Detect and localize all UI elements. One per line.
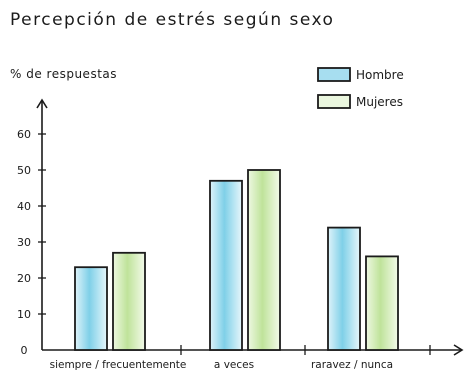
y-tick-label: 40 [17, 200, 31, 213]
y-tick-label: 20 [17, 272, 31, 285]
bars [74, 169, 399, 351]
y-tick-label: 0 [21, 344, 28, 357]
y-tick-label: 50 [17, 164, 31, 177]
x-tick-label: a veces [214, 359, 254, 371]
bar-mujeres-3 [365, 255, 399, 351]
y-tick-label: 10 [17, 308, 31, 321]
x-axis-tick-labels: siempre / frecuentemente a veces raravez /… [50, 359, 393, 371]
bar-mujeres-1 [112, 251, 146, 351]
x-axis-arrow [453, 344, 464, 356]
bar-hombre-2 [209, 179, 243, 351]
y-axis-ticks: 0 10 20 30 40 50 60 [17, 128, 46, 357]
legend-swatch [317, 94, 351, 109]
y-axis-label: % de respuestas [10, 67, 117, 81]
x-tick-label: raravez / nunca [311, 359, 393, 371]
bar-hombre-3 [327, 226, 361, 351]
legend: Hombre Mujeres [317, 67, 404, 109]
bar-hombre-1 [74, 266, 108, 351]
legend-label: Hombre [356, 68, 404, 82]
bar-mujeres-2 [247, 169, 281, 351]
y-axis-arrow [36, 98, 48, 109]
y-tick-label: 60 [17, 128, 31, 141]
x-tick-label: siempre / frecuentemente [50, 359, 187, 371]
y-tick-label: 30 [17, 236, 31, 249]
chart-title: Percepción de estrés según sexo [10, 10, 334, 30]
legend-label: Mujeres [356, 95, 403, 109]
legend-swatch [317, 67, 351, 82]
